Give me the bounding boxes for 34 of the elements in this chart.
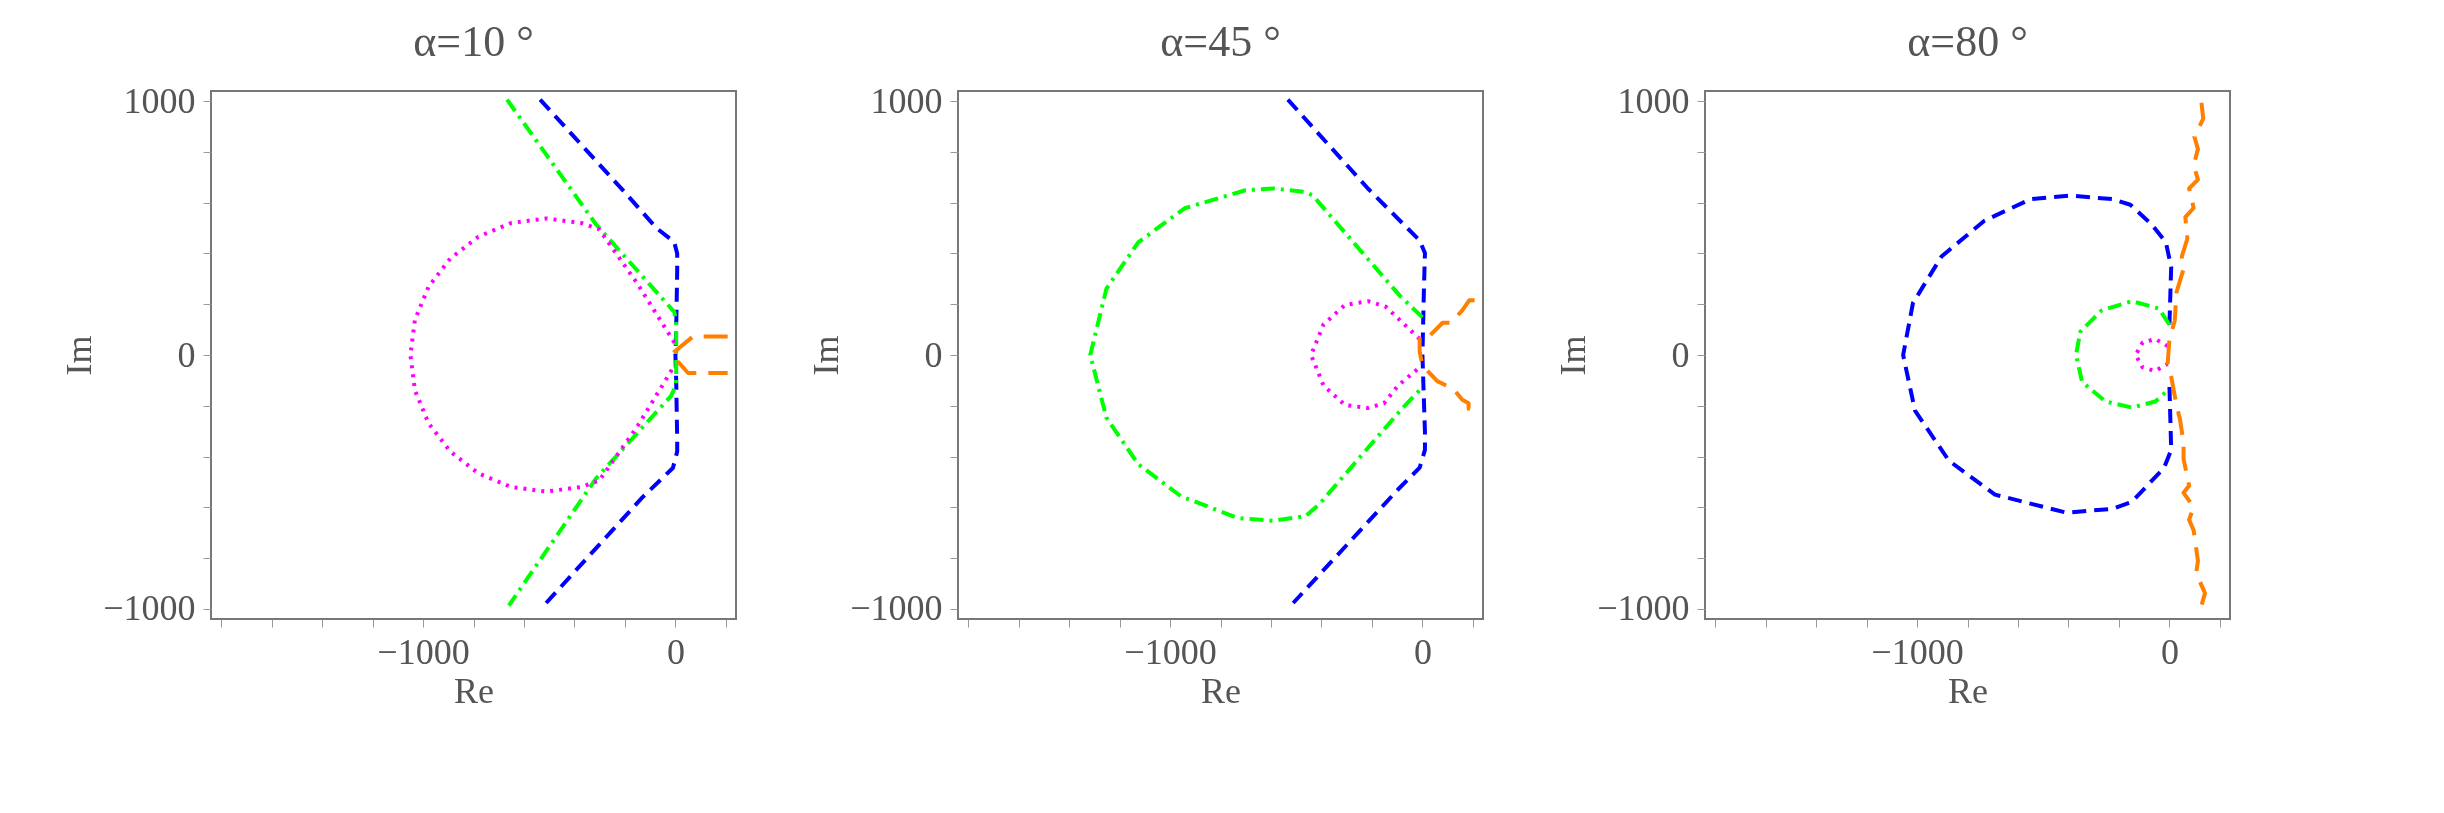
line-series (505, 97, 679, 608)
y-tick-label: 1000 (1617, 80, 1690, 121)
x-tick-label: 0 (1413, 631, 1432, 672)
line-series (1901, 193, 2174, 515)
x-axis-title: Re (454, 670, 494, 711)
x-tick-label: 0 (666, 631, 685, 672)
line-series (408, 216, 677, 494)
y-tick-label: −1000 (850, 588, 943, 629)
y-tick-label: 0 (177, 334, 196, 375)
line-series (1309, 299, 1422, 411)
y-tick-label: 0 (924, 334, 943, 375)
x-axis-title: Re (1948, 670, 1988, 711)
line-series (2074, 299, 2172, 410)
chart-title: α=10 ° (413, 17, 534, 67)
y-axis-title: Im (59, 335, 100, 376)
y-axis-title: Im (806, 335, 847, 376)
y-tick-label: 0 (1671, 334, 1690, 375)
y-axis-title: Im (1553, 335, 1594, 376)
line-series (1285, 97, 1427, 606)
x-axis-title: Re (1201, 670, 1241, 711)
x-tick-label: −1000 (1871, 631, 1964, 672)
x-tick-label: −1000 (1124, 631, 1217, 672)
line-series (538, 97, 680, 606)
y-tick-label: −1000 (103, 588, 196, 629)
y-tick-label: −1000 (1597, 588, 1690, 629)
line-series (1417, 298, 1477, 411)
y-tick-label: 1000 (870, 80, 943, 121)
line-series (1088, 186, 1425, 523)
y-tick-label: 1000 (123, 80, 196, 121)
chart-title: α=80 ° (1907, 17, 2028, 67)
x-tick-label: 0 (2160, 631, 2179, 672)
x-tick-label: −1000 (377, 631, 470, 672)
chart-title: α=45 ° (1160, 17, 1281, 67)
line-series (2133, 337, 2170, 373)
